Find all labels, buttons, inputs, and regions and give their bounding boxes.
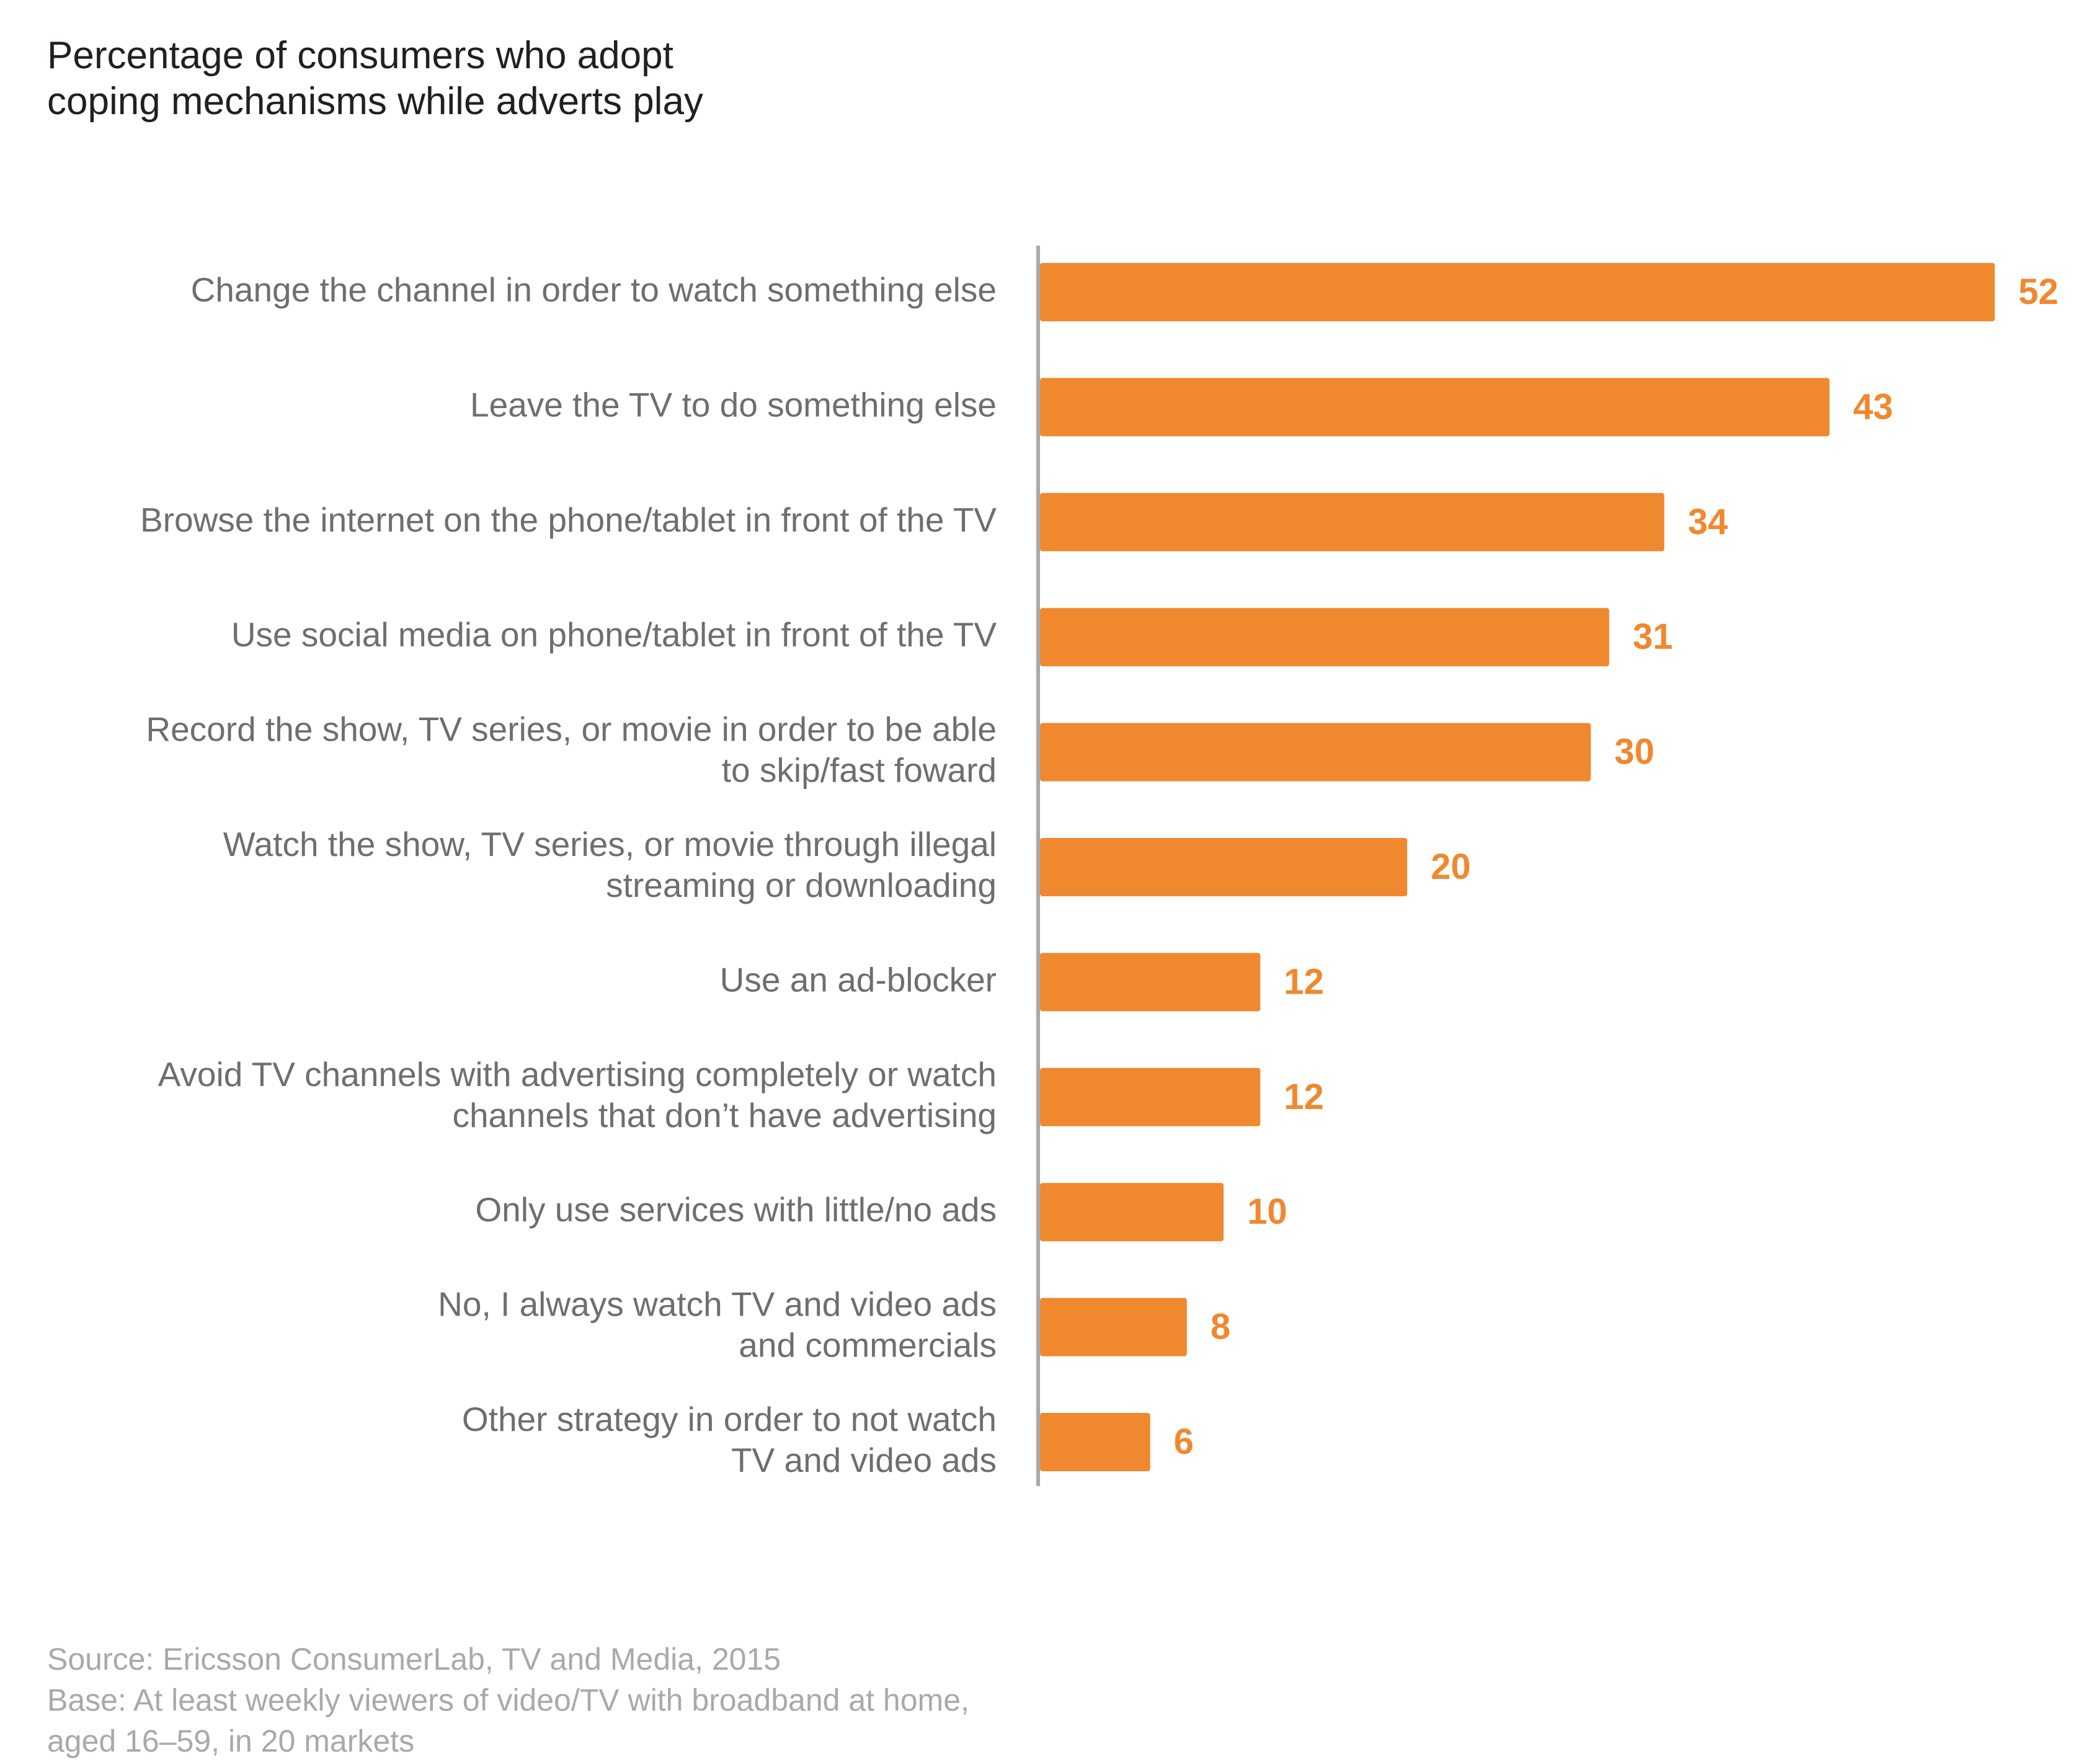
category-label: Only use services with little/no ads: [475, 1190, 997, 1229]
chart-title: Percentage of consumers who adopt coping …: [47, 34, 703, 123]
value-label: 43: [1853, 387, 1893, 427]
bar: [1040, 1067, 1261, 1126]
value-label: 6: [1174, 1422, 1194, 1462]
bar: [1040, 263, 1995, 321]
bar: [1040, 1298, 1187, 1356]
bar: [1040, 1183, 1224, 1242]
value-label: 8: [1211, 1307, 1230, 1347]
value-label: 31: [1633, 617, 1673, 657]
category-label: No, I always watch TV and video ads and c…: [438, 1285, 997, 1364]
value-label: 12: [1284, 1077, 1324, 1117]
bar: [1040, 492, 1664, 551]
category-label: Change the channel in order to watch som…: [191, 270, 997, 309]
value-label: 52: [2019, 272, 2059, 312]
category-label: Other strategy in order to not watch TV a…: [462, 1400, 997, 1479]
bar: [1040, 838, 1408, 896]
category-label: Use an ad-blocker: [720, 960, 997, 999]
value-label: 10: [1247, 1192, 1287, 1232]
value-label: 34: [1688, 502, 1728, 542]
value-label: 12: [1284, 962, 1324, 1002]
category-label: Watch the show, TV series, or movie thro…: [223, 825, 997, 904]
value-label: 30: [1614, 732, 1655, 772]
bar: [1040, 953, 1261, 1012]
category-label: Browse the internet on the phone/tablet …: [140, 500, 997, 538]
category-label: Use social media on phone/tablet in fron…: [231, 615, 997, 654]
category-label: Avoid TV channels with advertising compl…: [158, 1054, 997, 1134]
bar: [1040, 723, 1591, 782]
bar: [1040, 378, 1830, 437]
bar: [1040, 608, 1609, 667]
value-label: 20: [1431, 847, 1471, 887]
category-label: Leave the TV to do something else: [470, 385, 997, 424]
category-label: Record the show, TV series, or movie in …: [146, 710, 997, 789]
base-note: Base: At least weekly viewers of video/T…: [47, 1683, 969, 1758]
bar: [1040, 1413, 1150, 1471]
source-note: Source: Ericsson ConsumerLab, TV and Med…: [47, 1642, 781, 1677]
